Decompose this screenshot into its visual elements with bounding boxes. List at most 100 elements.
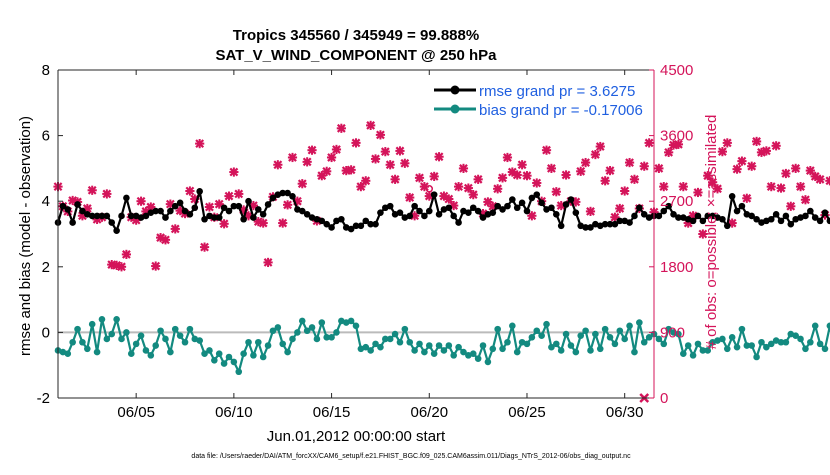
bias-point	[523, 340, 531, 348]
obs-assimilated-point	[502, 152, 513, 163]
rmse-point	[108, 219, 116, 226]
bias-point	[587, 347, 594, 354]
rmse-point	[259, 211, 267, 218]
rmse-point	[162, 214, 169, 221]
bias-point	[123, 329, 130, 336]
obs-assimilated-point	[136, 196, 146, 206]
bias-point	[484, 358, 492, 366]
obs-assimilated-point	[497, 173, 508, 183]
bias-point	[826, 322, 830, 330]
y2-tick-label: 1800	[660, 259, 693, 276]
rmse-point	[430, 191, 438, 198]
bias-point	[821, 345, 829, 353]
bias-point	[347, 317, 355, 325]
obs-assimilated-point	[624, 157, 635, 168]
rmse-point	[264, 201, 272, 208]
obs-assimilated-point	[698, 229, 708, 239]
rmse-point	[611, 220, 619, 228]
obs-assimilated-point	[795, 182, 806, 192]
rmse-point	[821, 209, 829, 216]
obs-assimilated-point	[703, 171, 713, 181]
bias-point	[499, 345, 506, 353]
rmse-point	[660, 207, 668, 215]
obs-assimilated-point	[468, 190, 478, 200]
obs-assimilated-point	[532, 178, 542, 188]
rmse-point	[435, 211, 443, 218]
rmse-point	[245, 197, 252, 205]
obs-assimilated-point	[727, 218, 737, 228]
rmse-point	[767, 215, 775, 223]
obs-assimilated-point	[800, 195, 811, 205]
bias-point	[733, 343, 741, 351]
y2-tick-label: 3600	[660, 128, 693, 145]
obs-assimilated-point	[400, 158, 410, 168]
rmse-point	[367, 220, 374, 228]
bias-point	[748, 342, 756, 349]
legend-rmse-marker	[450, 85, 460, 95]
obs-assimilated-point	[761, 146, 771, 156]
y2-tick-label: 900	[660, 324, 685, 341]
obs-assimilated-point	[605, 165, 615, 176]
rmse-point	[279, 189, 287, 197]
bias-point	[425, 342, 433, 349]
rmse-point	[196, 188, 203, 195]
rmse-point	[748, 212, 756, 220]
bias-point	[269, 327, 277, 335]
bias-point	[196, 337, 203, 344]
bias-point	[225, 353, 233, 361]
obs-assimilated-point	[776, 183, 786, 193]
rmse-point	[235, 202, 243, 210]
obs-assimilated-point	[561, 170, 571, 180]
bias-point	[289, 335, 296, 343]
bias-point	[611, 340, 619, 348]
bias-point	[215, 350, 223, 358]
obs-assimilated-point	[771, 141, 781, 151]
rmse-point	[782, 212, 790, 220]
rmse-point	[79, 207, 86, 215]
bias-point	[367, 347, 374, 354]
obs-assimilated-point	[302, 157, 312, 167]
rmse-point	[450, 212, 458, 220]
obs-assimilated-point	[541, 145, 552, 155]
bias-point	[489, 345, 497, 353]
obs-assimilated-point	[121, 249, 131, 260]
rmse-point	[567, 196, 575, 203]
rmse-point	[479, 214, 487, 221]
rmse-point	[59, 202, 67, 210]
obs-assimilated-point	[204, 202, 215, 212]
bias-point	[206, 347, 213, 354]
rmse-point	[509, 196, 516, 203]
bias-point	[79, 338, 86, 346]
bias-point	[636, 319, 643, 326]
rmse-point	[411, 202, 418, 210]
bias-point	[435, 342, 443, 349]
x-tick-label: 06/20	[411, 404, 449, 421]
x-tick-label: 06/05	[117, 404, 155, 421]
rmse-point	[416, 207, 423, 215]
obs-assimilated-point	[708, 177, 718, 187]
bias-point	[132, 340, 140, 348]
rmse-point	[191, 204, 199, 212]
rmse-point	[113, 227, 120, 235]
bias-point	[171, 325, 179, 333]
obs-assimilated-point	[815, 174, 825, 184]
rmse-point	[513, 204, 521, 212]
bias-point	[147, 352, 155, 359]
rmse-point	[225, 207, 233, 215]
obs-assimilated-point	[185, 186, 195, 196]
obs-assimilated-point	[620, 186, 630, 196]
rmse-point	[323, 220, 330, 228]
obs-assimilated-point	[712, 184, 723, 194]
obs-assimilated-point	[258, 218, 268, 228]
y-tick-label: -2	[37, 390, 50, 407]
bias-point	[235, 368, 243, 376]
obs-assimilated-point	[151, 261, 161, 271]
bias-point	[328, 334, 335, 341]
bias-point	[797, 335, 804, 343]
bias-point	[592, 330, 599, 338]
bias-point	[298, 317, 306, 325]
rmse-point	[655, 212, 663, 220]
obs-assimilated-point	[693, 187, 703, 198]
bias-point	[704, 347, 712, 354]
